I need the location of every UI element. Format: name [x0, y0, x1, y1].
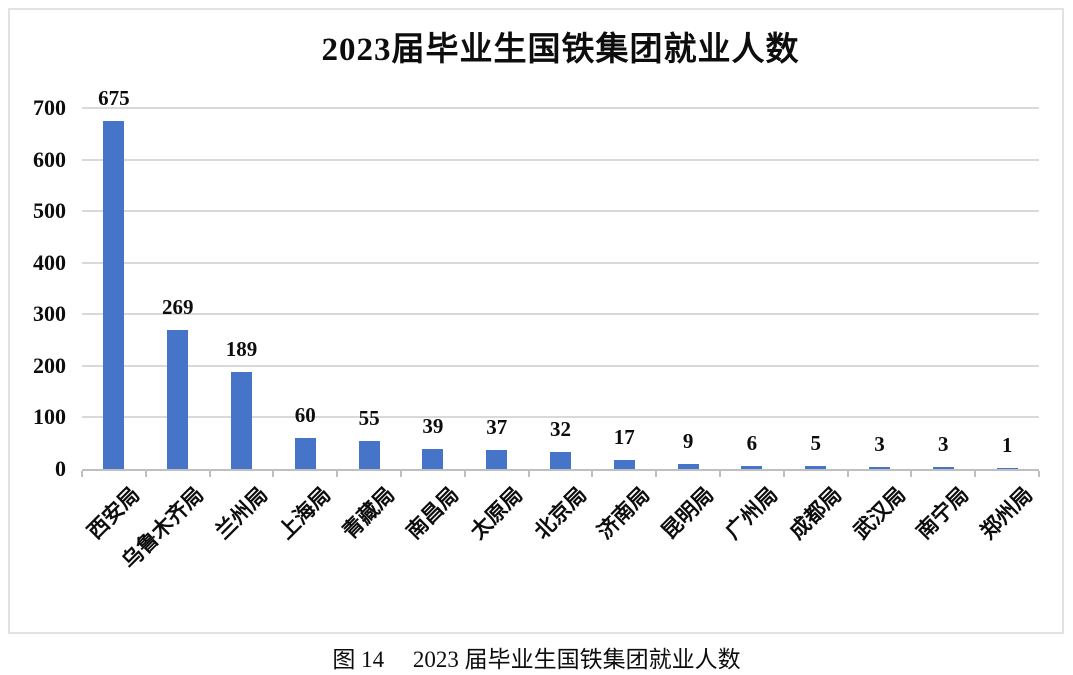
- bar: [486, 449, 508, 469]
- x-axis-tick: [400, 471, 402, 477]
- x-axis-tick: [1038, 471, 1040, 477]
- y-tick-label: 600: [33, 146, 66, 172]
- bar: [231, 371, 252, 469]
- bar: [932, 467, 954, 469]
- y-tick-label: 300: [33, 301, 66, 327]
- bar: [167, 330, 189, 469]
- x-axis-tick: [910, 471, 913, 477]
- bar: [422, 448, 444, 469]
- bar-value-label: 189: [225, 336, 258, 361]
- gridline: [82, 158, 1039, 161]
- y-tick-label: 100: [33, 404, 66, 430]
- bar-value-label: 6: [746, 430, 758, 455]
- bar-value-label: 9: [682, 429, 694, 454]
- bar-value-label: 55: [358, 405, 380, 430]
- gridline: [82, 107, 1039, 109]
- x-axis-tick: [208, 471, 211, 477]
- bar: [294, 438, 316, 469]
- bar-value-label: 1: [1001, 433, 1013, 457]
- bar: [103, 120, 125, 469]
- bar-value-label: 269: [161, 295, 194, 320]
- bar: [358, 440, 380, 469]
- y-tick-label: 700: [33, 95, 66, 120]
- chart-title: 2023届毕业生国铁集团就业人数: [321, 32, 800, 68]
- y-tick-label: 500: [33, 198, 66, 224]
- x-axis-tick: [336, 471, 339, 477]
- bar-value-label: 60: [294, 403, 316, 428]
- x-axis-tick: [591, 471, 594, 477]
- bar-value-label: 17: [613, 425, 635, 450]
- bar-value-label: 39: [422, 413, 444, 438]
- x-axis-tick: [463, 471, 466, 477]
- bar-value-label: 3: [874, 432, 885, 457]
- bar-value-label: 5: [810, 431, 821, 456]
- bar-value-label: 3: [938, 432, 949, 457]
- x-axis-tick: [81, 471, 83, 477]
- x-axis-tick: [846, 471, 849, 477]
- bar-value-label: 32: [550, 417, 571, 442]
- x-axis-tick: [782, 471, 785, 477]
- bar: [996, 468, 1018, 469]
- bar-value-label: 675: [98, 85, 130, 110]
- x-axis-tick: [655, 471, 658, 477]
- bar: [869, 467, 890, 469]
- plot-area: 0 100 200 300 400 500 600 700 675 西安局 269 乌鲁木齐局 189 兰…: [10, 10, 1062, 632]
- gridline: [82, 364, 1039, 367]
- bar: [805, 466, 827, 469]
- bar: [741, 465, 763, 469]
- y-tick-label: 400: [33, 249, 66, 275]
- chart-frame: 2023届毕业生国铁集团就业人数 0 100 200 300 400 500 600 700 6…: [8, 8, 1064, 634]
- bar: [677, 464, 699, 469]
- figure-caption: 图 14 2023 届毕业生国铁集团就业人数: [332, 647, 741, 672]
- x-axis-tick: [144, 471, 147, 477]
- bar-value-label: 37: [486, 414, 508, 439]
- gridline: [82, 210, 1039, 213]
- x-axis-tick: [719, 471, 721, 477]
- gridline: [82, 261, 1039, 264]
- x-axis-tick: [527, 471, 530, 477]
- x-axis-tick: [974, 471, 977, 477]
- bar: [550, 452, 571, 469]
- x-axis-line: [82, 469, 1039, 471]
- y-tick-label: 200: [33, 352, 66, 378]
- bar: [613, 460, 635, 469]
- gridline: [82, 416, 1039, 419]
- x-axis-tick: [272, 471, 275, 477]
- y-tick-label: 0: [55, 456, 66, 481]
- gridline: [82, 313, 1039, 316]
